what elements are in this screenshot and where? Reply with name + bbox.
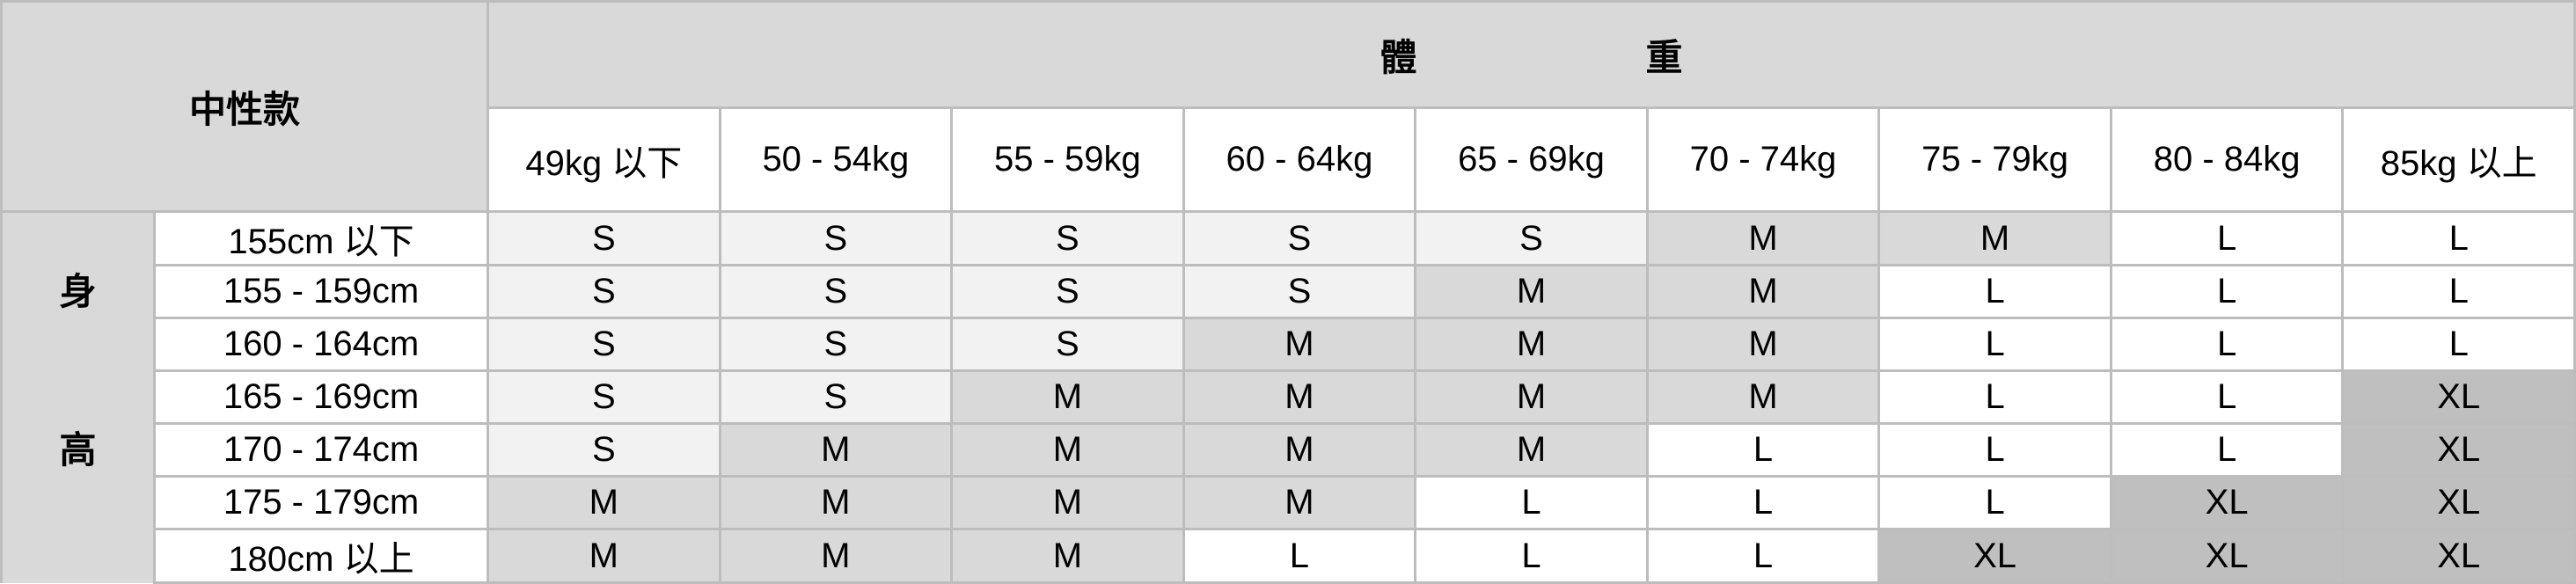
size-cell: L — [1877, 422, 2112, 478]
size-cell: S — [1182, 264, 1417, 319]
weight-title-char: 體 — [1379, 36, 1417, 78]
weight-column-header: 85kg 以上 — [2341, 106, 2576, 213]
height-row-header: 155cm 以下 — [152, 210, 490, 266]
size-cell: L — [2109, 422, 2345, 478]
size-cell: M — [950, 528, 1185, 584]
height-title-char: 身 — [59, 271, 97, 312]
size-cell: L — [1877, 317, 2112, 372]
size-cell: XL — [2109, 475, 2345, 530]
size-cell: L — [1877, 369, 2112, 425]
height-row-header: 170 - 174cm — [152, 422, 490, 478]
table-row: 175 - 179cm M M M M L L L XL XL — [2, 475, 2576, 530]
height-row-header: 180cm 以上 — [152, 528, 490, 584]
size-cell: S — [487, 317, 721, 372]
size-cell: M — [718, 422, 954, 478]
size-cell: S — [487, 210, 721, 266]
size-cell: L — [2109, 264, 2345, 319]
corner-label: 中性款 — [0, 0, 490, 213]
height-title-char: 高 — [59, 429, 97, 471]
size-cell: XL — [2109, 528, 2345, 584]
size-cell: L — [2109, 369, 2345, 425]
size-cell: L — [2109, 210, 2345, 266]
size-cell: L — [1414, 475, 1649, 530]
weight-title: 體重 — [487, 0, 2576, 109]
table-row: 180cm 以上 M M M L L L XL XL XL — [2, 528, 2576, 584]
height-title: 身高 — [0, 210, 156, 583]
size-cell: S — [950, 317, 1185, 372]
size-cell: L — [1877, 475, 2112, 530]
size-cell: L — [2341, 317, 2576, 372]
size-cell: M — [718, 475, 954, 530]
weight-column-header: 80 - 84kg — [2109, 106, 2345, 213]
size-cell: S — [1182, 210, 1417, 266]
table-row: 165 - 169cm S S M M M M L L XL — [2, 369, 2576, 425]
height-row-header: 160 - 164cm — [152, 317, 490, 372]
height-row-header: 165 - 169cm — [152, 369, 490, 425]
size-cell: L — [1645, 528, 1881, 584]
size-cell: M — [1877, 210, 2112, 266]
weight-header-row: 49kg 以下 50 - 54kg 55 - 59kg 60 - 64kg 65 - 6… — [2, 106, 2576, 213]
size-cell: M — [487, 528, 721, 584]
size-cell: L — [2109, 317, 2345, 372]
height-row-header: 175 - 179cm — [152, 475, 490, 530]
size-cell: L — [1645, 422, 1881, 478]
size-cell: S — [487, 422, 721, 478]
size-cell: L — [1877, 264, 2112, 319]
weight-column-header: 49kg 以下 — [487, 106, 721, 213]
size-cell: M — [1414, 369, 1649, 425]
size-cell: M — [718, 528, 954, 584]
size-cell: XL — [2341, 422, 2576, 478]
size-cell: S — [950, 210, 1185, 266]
size-cell: L — [2341, 210, 2576, 266]
table-row: 身高 155cm 以下 S S S S S M M L L — [0, 210, 2576, 583]
size-cell: XL — [2341, 475, 2576, 530]
table-row: 155 - 159cm S S S S M M L L L — [2, 264, 2576, 319]
size-cell: XL — [2341, 369, 2576, 425]
size-cell: M — [1182, 422, 1417, 478]
size-cell: M — [1182, 369, 1417, 425]
size-cell: S — [718, 317, 954, 372]
weight-column-header: 65 - 69kg — [1414, 106, 1649, 213]
size-cell: L — [2341, 264, 2576, 319]
size-cell: S — [718, 369, 954, 425]
table-row: 170 - 174cm S M M M M L L L XL — [2, 422, 2576, 478]
size-cell: S — [718, 210, 954, 266]
size-cell: S — [1414, 210, 1649, 266]
size-cell: L — [1414, 528, 1649, 584]
size-cell: M — [1414, 264, 1649, 319]
size-cell: M — [1645, 369, 1881, 425]
weight-column-header: 60 - 64kg — [1182, 106, 1417, 213]
size-cell: M — [950, 369, 1185, 425]
size-cell: XL — [2341, 528, 2576, 584]
size-cell: S — [487, 369, 721, 425]
table-row: 160 - 164cm S S S M M M L L L — [2, 317, 2576, 372]
size-cell: M — [1182, 317, 1417, 372]
size-cell: M — [1414, 422, 1649, 478]
weight-column-header: 75 - 79kg — [1877, 106, 2112, 213]
size-cell: S — [487, 264, 721, 319]
size-cell: S — [718, 264, 954, 319]
weight-column-header: 50 - 54kg — [718, 106, 954, 213]
size-cell: XL — [1877, 528, 2112, 584]
size-cell: M — [487, 475, 721, 530]
size-cell: M — [1182, 475, 1417, 530]
weight-column-header: 55 - 59kg — [950, 106, 1185, 213]
size-cell: M — [1645, 264, 1881, 319]
size-cell: M — [1645, 317, 1881, 372]
size-cell: M — [1414, 317, 1649, 372]
weight-title-char: 重 — [1645, 36, 1683, 78]
weight-column-header: 70 - 74kg — [1645, 106, 1881, 213]
height-row-header: 155 - 159cm — [152, 264, 490, 319]
size-cell: M — [950, 422, 1185, 478]
size-cell: M — [950, 475, 1185, 530]
size-cell: L — [1182, 528, 1417, 584]
size-cell: M — [1645, 210, 1881, 266]
size-cell: L — [1645, 475, 1881, 530]
size-cell: S — [950, 264, 1185, 319]
